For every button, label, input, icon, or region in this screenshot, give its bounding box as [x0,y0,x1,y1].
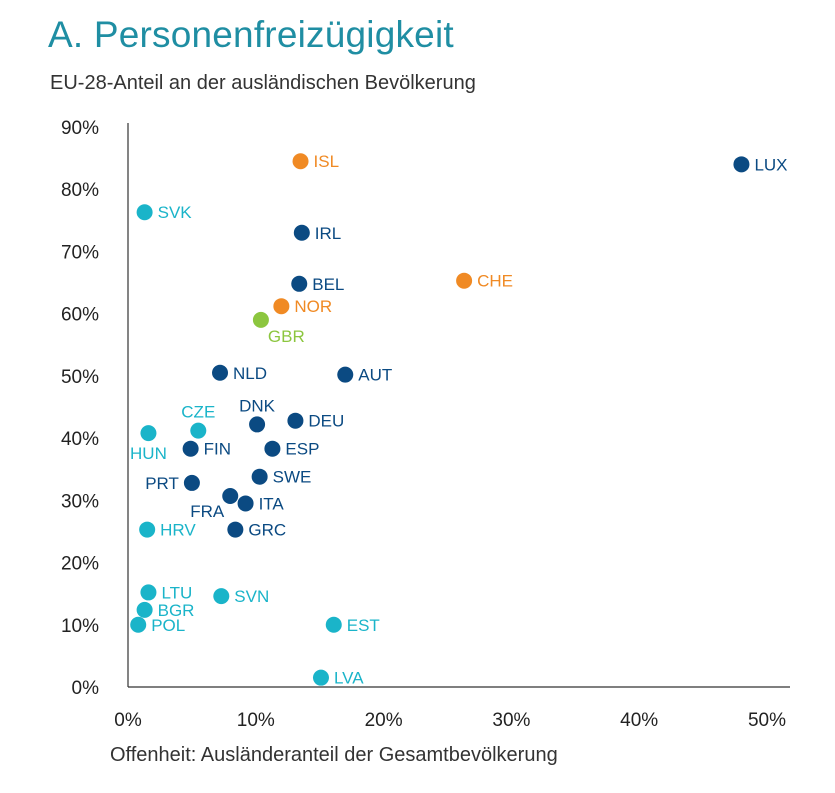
point-label-pol: POL [151,616,185,635]
point-label-svn: SVN [234,587,269,606]
y-tick-label: 0% [72,678,100,699]
y-tick-label: 80% [61,180,99,201]
point-label-bgr: BGR [158,601,195,620]
x-tick-label: 0% [114,710,142,731]
point-grc [227,521,244,538]
point-label-irl: IRL [315,224,341,243]
x-tick-label: 30% [492,710,530,731]
y-axis-ticks: 0% 10% 20% 30% 40% 50% 60% 70% 80% 90% [61,118,99,699]
point-label-nld: NLD [233,364,267,383]
y-tick-label: 40% [61,429,99,450]
point-label-fra: FRA [190,502,225,521]
point-pol [130,616,147,633]
point-cze [190,422,207,439]
point-bgr [136,601,153,618]
point-label-lva: LVA [334,669,364,688]
point-label-deu: DEU [308,412,344,431]
y-tick-label: 30% [61,491,99,512]
point-label-dnk: DNK [239,396,276,415]
point-label-bel: BEL [312,275,344,294]
point-che [456,272,473,289]
point-hun [140,425,157,442]
point-deu [287,412,304,429]
point-label-che: CHE [477,272,513,291]
y-tick-label: 50% [61,367,99,388]
point-label-ita: ITA [259,494,285,513]
point-hrv [139,521,156,538]
point-gbr [252,311,269,328]
point-label-grc: GRC [248,521,286,540]
point-ltu [140,584,157,601]
point-est [325,616,342,633]
point-esp [264,440,281,457]
point-label-est: EST [347,616,380,635]
y-tick-label: 90% [61,118,99,139]
point-prt [183,474,200,491]
point-lva [312,669,329,686]
point-swe [251,468,268,485]
y-tick-label: 60% [61,305,99,326]
x-tick-label: 40% [620,710,658,731]
point-label-svk: SVK [158,203,193,222]
point-isl [292,153,309,170]
point-nor [273,298,290,315]
point-label-cze: CZE [181,403,215,422]
point-label-aut: AUT [358,366,392,385]
point-label-swe: SWE [273,468,312,487]
point-label-ltu: LTU [161,583,192,602]
point-aut [337,366,354,383]
x-axis-ticks: 0% 10% 20% 30% 40% 50% [114,710,786,731]
x-axis-label: Offenheit: Ausländeranteil der Gesamtbev… [110,744,558,766]
y-tick-label: 10% [61,616,99,637]
point-label-hun: HUN [130,444,167,463]
point-label-fin: FIN [204,440,231,459]
point-label-gbr: GBR [268,327,305,346]
y-tick-label: 70% [61,242,99,263]
point-label-prt: PRT [145,474,179,493]
point-label-esp: ESP [285,440,319,459]
point-svn [213,588,230,605]
point-svk [136,204,153,221]
chart-subtitle: EU-28-Anteil an der ausländischen Bevölk… [50,72,476,94]
point-ita [237,495,254,512]
point-label-isl: ISL [314,152,340,171]
point-label-nor: NOR [294,297,332,316]
point-nld [212,364,229,381]
y-tick-label: 20% [61,554,99,575]
x-tick-label: 20% [365,710,403,731]
chart-title: A. Personenfreizügigkeit [48,14,454,55]
point-label-lux: LUX [754,155,787,174]
point-lux [733,156,750,173]
x-tick-label: 50% [748,710,786,731]
axes [127,123,790,688]
point-fin [182,440,199,457]
x-tick-label: 10% [237,710,275,731]
point-irl [293,224,310,241]
point-fra [222,487,239,504]
point-bel [291,275,308,292]
point-label-hrv: HRV [160,521,196,540]
point-dnk [249,416,266,433]
